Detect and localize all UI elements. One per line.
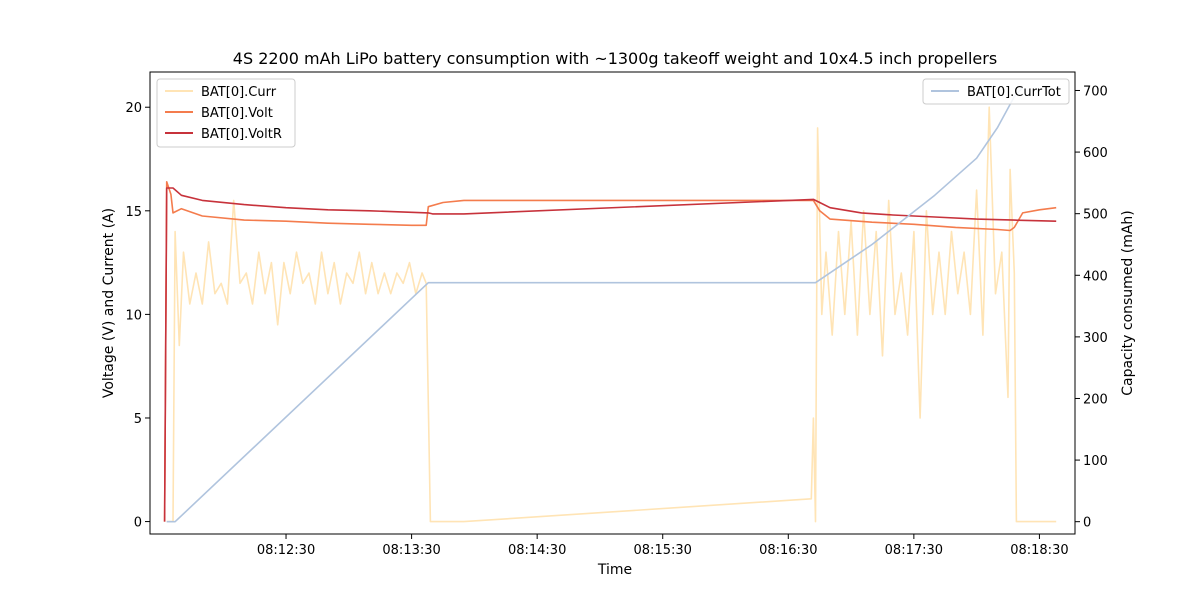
legend-left-box: [156, 78, 296, 148]
legend-label: BAT[0].CurrTot: [967, 85, 1061, 100]
y-right-tick-label: 500: [1083, 208, 1108, 223]
series-line-0: [166, 106, 1057, 523]
y-left-tick-label: 5: [134, 412, 142, 427]
legend-right-box: [922, 78, 1070, 105]
series-line-1: [163, 181, 1057, 522]
plot-frame: [149, 71, 1076, 535]
x-tick-label: 08:16:30: [759, 543, 817, 558]
y-right-tick-label: 0: [1083, 516, 1091, 531]
y-left-tick-label: 15: [125, 205, 142, 220]
legend-left: BAT[0].Curr BAT[0].Volt BAT[0].VoltR: [156, 78, 296, 148]
y-right-tick-label: 600: [1083, 146, 1108, 161]
legend-label: BAT[0].VoltR: [201, 127, 282, 142]
x-tick-label: 08:15:30: [634, 543, 692, 558]
y-left-tick-label: 10: [125, 308, 142, 323]
y-right-axis-ticks: 0 100 200 300 400 500 600 700: [1075, 84, 1108, 531]
y-left-tick-label: 20: [125, 101, 142, 116]
x-tick-label: 08:17:30: [885, 543, 943, 558]
y-left-axis-ticks: 0 5 10 15 20: [125, 101, 150, 531]
x-tick-label: 08:18:30: [1010, 543, 1068, 558]
x-tick-label: 08:13:30: [382, 543, 440, 558]
legend-right: BAT[0].CurrTot: [922, 78, 1070, 105]
series-line-2: [163, 187, 1057, 522]
y-right-tick-label: 700: [1083, 84, 1108, 99]
series-line-3: [166, 86, 1024, 523]
y-right-tick-label: 100: [1083, 454, 1108, 469]
y-left-tick-label: 0: [134, 516, 142, 531]
y-right-axis-label: Capacity consumed (mAh): [1120, 210, 1136, 396]
legend-label: BAT[0].Volt: [201, 106, 273, 121]
series-layer: [163, 86, 1057, 523]
x-axis-ticks: 08:12:30 08:13:30 08:14:30 08:15:30 08:16:30…: [257, 534, 1069, 558]
y-right-tick-label: 400: [1083, 269, 1108, 284]
chart-title: 4S 2200 mAh LiPo battery consumption wit…: [233, 49, 997, 68]
y-right-tick-label: 200: [1083, 392, 1108, 407]
y-left-axis-label: Voltage (V) and Current (A): [101, 208, 117, 398]
x-axis-label: Time: [597, 562, 632, 578]
x-tick-label: 08:12:30: [257, 543, 315, 558]
x-tick-label: 08:14:30: [508, 543, 566, 558]
y-right-tick-label: 300: [1083, 331, 1108, 346]
legend-label: BAT[0].Curr: [201, 85, 277, 100]
